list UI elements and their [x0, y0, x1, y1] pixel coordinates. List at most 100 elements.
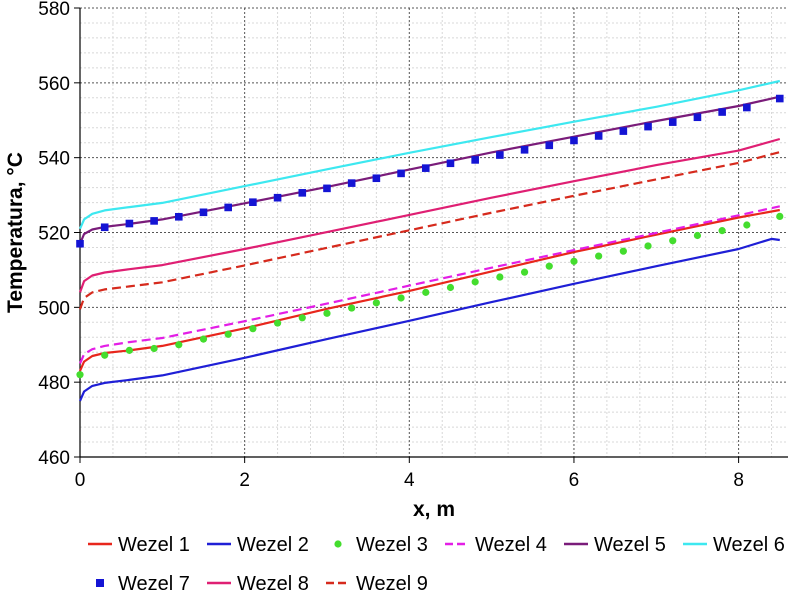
data-point: [372, 299, 380, 307]
legend-swatch: [96, 579, 104, 587]
data-point: [125, 219, 134, 228]
data-point: [644, 242, 652, 250]
data-point: [199, 335, 208, 343]
data-point: [471, 156, 479, 164]
data-point: [496, 273, 504, 281]
data-point: [397, 169, 405, 178]
data-point: [668, 118, 677, 126]
data-point: [397, 294, 405, 302]
series-wezel-6: [78, 79, 781, 230]
data-point: [520, 146, 529, 154]
series-wezel-2: [78, 237, 780, 402]
legend-item-wezel-9: Wezel 9: [326, 573, 428, 595]
series-wezel-1: [78, 208, 780, 372]
data-point: [249, 325, 257, 333]
x-tick-label: 4: [404, 470, 415, 491]
data-point: [594, 132, 603, 140]
data-point: [125, 346, 133, 354]
data-point: [693, 231, 702, 240]
data-point: [76, 239, 84, 248]
data-point: [496, 151, 504, 159]
legend-item-wezel-2: Wezel 2: [207, 534, 309, 556]
data-point: [619, 127, 628, 135]
series-wezel-5: [78, 95, 781, 245]
legend-swatch: [334, 540, 342, 548]
data-point: [372, 174, 381, 183]
data-point: [273, 193, 282, 202]
legend-label: Wezel 3: [356, 534, 428, 556]
series-wezel-4: [78, 205, 781, 364]
x-tick-label: 8: [733, 470, 744, 491]
data-point: [175, 341, 183, 349]
series-line: [78, 208, 780, 372]
axes: [74, 7, 788, 463]
y-tick-label: 540: [38, 149, 70, 170]
data-point: [776, 212, 784, 221]
series-wezel-8: [78, 137, 781, 293]
legend-label: Wezel 4: [475, 534, 547, 556]
legend-item-wezel-8: Wezel 8: [207, 573, 309, 595]
data-point: [323, 184, 331, 193]
data-point: [150, 344, 158, 353]
y-tick-label: 500: [38, 298, 70, 319]
data-point: [545, 141, 554, 150]
data-point: [224, 330, 232, 338]
data-point: [249, 198, 257, 206]
data-point: [743, 103, 751, 112]
data-point: [76, 371, 84, 379]
legend-item-wezel-6: Wezel 6: [683, 534, 785, 556]
data-point: [718, 227, 726, 235]
data-point: [174, 212, 183, 221]
series-line: [78, 95, 781, 245]
data-point: [421, 164, 430, 172]
x-tick-label: 6: [569, 470, 580, 491]
data-point: [718, 108, 726, 116]
x-tick-label: 2: [239, 470, 250, 491]
data-point: [644, 122, 652, 131]
legend-label: Wezel 2: [237, 534, 309, 556]
series-line: [78, 137, 781, 293]
data-point: [446, 159, 455, 168]
data-point: [520, 268, 529, 276]
x-axis-label: x, m: [413, 498, 455, 521]
data-point: [298, 189, 307, 197]
series-wezel-7: [76, 94, 784, 248]
data-point: [545, 262, 553, 270]
y-axis-label: Temperatura, °C: [4, 152, 27, 313]
legend-label: Wezel 9: [356, 573, 428, 595]
data-point: [100, 223, 109, 232]
series-wezel-3: [76, 212, 784, 379]
data-point: [422, 288, 430, 296]
data-point: [101, 351, 109, 359]
legend-label: Wezel 7: [118, 573, 190, 595]
y-tick-label: 480: [38, 373, 70, 394]
data-point: [224, 203, 232, 212]
legend-item-wezel-5: Wezel 5: [564, 534, 666, 556]
data-point: [669, 237, 677, 245]
data-point: [743, 221, 751, 229]
legend-label: Wezel 5: [594, 534, 666, 556]
grid: [79, 7, 788, 458]
data-point: [570, 136, 578, 145]
data-point: [298, 314, 306, 322]
data-point: [619, 247, 627, 255]
data-point: [199, 208, 208, 217]
legend-label: Wezel 6: [713, 534, 785, 556]
series-wezel-9: [78, 151, 781, 310]
y-tick-label: 580: [38, 0, 70, 20]
y-tick-label: 520: [38, 224, 70, 245]
series-line: [78, 151, 781, 310]
legend-item-wezel-1: Wezel 1: [88, 534, 190, 556]
data-point: [323, 309, 331, 317]
legend-item-wezel-4: Wezel 4: [445, 534, 547, 556]
data-point: [150, 217, 158, 225]
legend-label: Wezel 8: [237, 573, 309, 595]
series-line: [78, 205, 781, 364]
tick-labels: 0 2 4 6 8 460 480 500 520 540 560 580: [38, 0, 744, 491]
data-point: [273, 319, 282, 327]
data-point: [446, 283, 455, 292]
data-point: [570, 257, 578, 265]
y-tick-label: 560: [38, 74, 70, 95]
data-point: [595, 252, 603, 260]
